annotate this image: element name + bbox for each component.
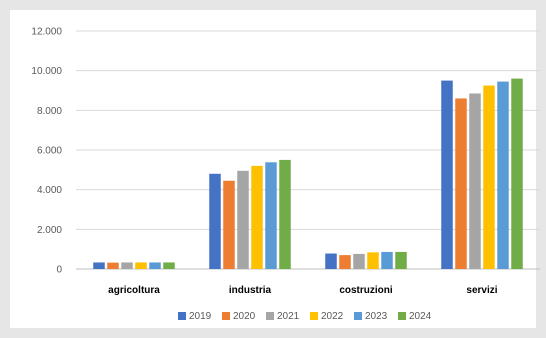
bar-industria-2023 [265,162,277,269]
legend-swatch-2019 [178,312,186,320]
legend-swatch-2021 [266,312,274,320]
bar-industria-2021 [237,170,249,269]
bar-agricoltura-2022 [135,262,147,269]
bar-servizi-2020 [455,98,467,270]
bar-servizi-2023 [497,81,509,269]
x-category-label: agricoltura [108,285,160,296]
y-tick-label: 8.000 [37,106,62,117]
y-tick-label: 4.000 [37,185,62,196]
x-category-label: industria [229,285,272,296]
bar-industria-2022 [251,165,263,269]
x-category-label: servizi [466,285,497,296]
bar-agricoltura-2021 [121,262,133,269]
legend-label: 2021 [277,311,300,322]
bar-agricoltura-2020 [107,262,119,269]
bar-industria-2024 [279,159,291,269]
y-tick-label: 12.000 [31,27,62,38]
legend-label: 2024 [409,311,432,322]
bar-servizi-2022 [483,85,495,269]
y-tick-label: 10.000 [31,66,62,77]
bar-agricoltura-2023 [149,262,161,269]
legend-swatch-2022 [310,312,318,320]
y-tick-label: 2.000 [37,225,62,236]
legend-swatch-2020 [222,312,230,320]
bar-costruzioni-2024 [395,251,407,269]
bar-agricoltura-2019 [93,262,105,269]
bar-costruzioni-2019 [325,253,337,269]
y-tick-label: 6.000 [37,146,62,157]
bar-costruzioni-2022 [367,252,379,269]
legend-label: 2023 [365,311,388,322]
legend-label: 2019 [189,311,212,322]
legend-swatch-2024 [398,312,406,320]
bar-servizi-2019 [441,80,453,269]
bar-agricoltura-2024 [163,262,175,269]
bar-costruzioni-2021 [353,253,365,269]
y-tick-label: 0 [56,265,62,276]
bar-costruzioni-2023 [381,251,393,269]
legend-label: 2020 [233,311,256,322]
bar-industria-2019 [209,173,221,269]
x-category-label: costruzioni [339,285,393,296]
legend-swatch-2023 [354,312,362,320]
bar-costruzioni-2020 [339,255,351,269]
legend-label: 2022 [321,311,344,322]
bar-servizi-2024 [511,78,523,269]
bar-industria-2020 [223,180,235,269]
bar-servizi-2021 [469,93,481,269]
